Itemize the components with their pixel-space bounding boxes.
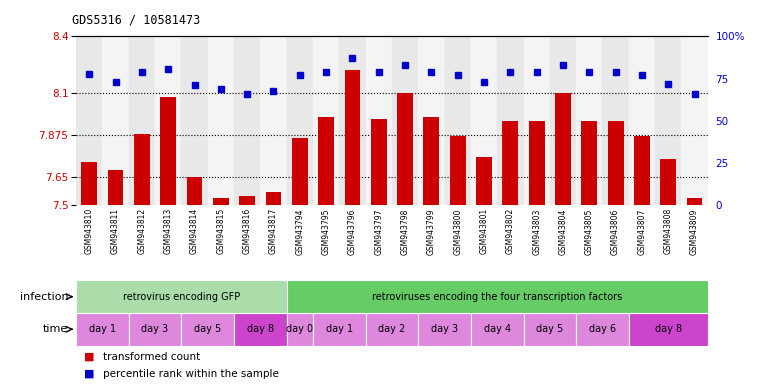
Bar — [313, 313, 365, 346]
Bar — [234, 313, 287, 346]
Text: transformed count: transformed count — [103, 352, 200, 362]
Bar — [365, 36, 392, 205]
Bar — [81, 162, 97, 205]
Bar — [129, 313, 181, 346]
Bar — [287, 36, 313, 205]
Bar — [555, 93, 571, 205]
Bar — [661, 159, 676, 205]
Bar — [497, 36, 524, 205]
Text: day 3: day 3 — [142, 324, 169, 334]
Bar — [581, 121, 597, 205]
Bar — [419, 36, 444, 205]
Bar — [287, 313, 313, 346]
Bar — [549, 36, 576, 205]
Bar — [186, 177, 202, 205]
Bar — [686, 198, 702, 205]
Bar — [260, 36, 287, 205]
Bar — [634, 136, 650, 205]
Bar — [576, 313, 629, 346]
Bar — [444, 36, 471, 205]
Text: GDS5316 / 10581473: GDS5316 / 10581473 — [72, 14, 201, 27]
Bar — [476, 157, 492, 205]
Text: day 1: day 1 — [326, 324, 353, 334]
Bar — [397, 93, 413, 205]
Bar — [208, 36, 234, 205]
Text: ■: ■ — [84, 352, 94, 362]
Bar — [471, 36, 497, 205]
Bar — [345, 70, 361, 205]
Bar — [524, 36, 549, 205]
Bar — [629, 36, 655, 205]
Text: percentile rank within the sample: percentile rank within the sample — [103, 369, 279, 379]
Bar — [108, 170, 123, 205]
Bar — [313, 36, 339, 205]
Text: day 3: day 3 — [431, 324, 458, 334]
Bar — [76, 280, 287, 313]
Bar — [213, 198, 229, 205]
Bar — [287, 280, 708, 313]
Bar — [103, 36, 129, 205]
Bar — [681, 36, 708, 205]
Bar — [608, 121, 623, 205]
Text: retrovirus encoding GFP: retrovirus encoding GFP — [123, 291, 240, 302]
Bar — [392, 36, 419, 205]
Bar — [155, 36, 181, 205]
Bar — [76, 313, 129, 346]
Text: day 4: day 4 — [484, 324, 511, 334]
Bar — [365, 313, 419, 346]
Text: day 0: day 0 — [286, 324, 314, 334]
Text: retroviruses encoding the four transcription factors: retroviruses encoding the four transcrip… — [372, 291, 622, 302]
Bar — [129, 36, 155, 205]
Bar — [266, 192, 282, 205]
Text: day 5: day 5 — [537, 324, 563, 334]
Bar — [292, 138, 307, 205]
Bar — [576, 36, 603, 205]
Bar — [76, 36, 103, 205]
Text: time: time — [43, 324, 68, 334]
Bar — [318, 117, 334, 205]
Text: day 1: day 1 — [89, 324, 116, 334]
Text: day 6: day 6 — [589, 324, 616, 334]
Bar — [450, 136, 466, 205]
Bar — [234, 36, 260, 205]
Bar — [713, 142, 729, 205]
Bar — [181, 313, 234, 346]
Bar — [529, 121, 545, 205]
Text: day 5: day 5 — [194, 324, 221, 334]
Bar — [371, 119, 387, 205]
Bar — [181, 36, 208, 205]
Bar — [134, 134, 150, 205]
Bar — [502, 121, 518, 205]
Bar — [655, 36, 681, 205]
Text: day 8: day 8 — [654, 324, 682, 334]
Bar — [603, 36, 629, 205]
Bar — [423, 117, 439, 205]
Bar — [471, 313, 524, 346]
Text: infection: infection — [20, 291, 68, 302]
Text: ■: ■ — [84, 369, 94, 379]
Bar — [339, 36, 365, 205]
Bar — [629, 313, 708, 346]
Bar — [239, 196, 255, 205]
Bar — [524, 313, 576, 346]
Bar — [419, 313, 471, 346]
Bar — [161, 96, 176, 205]
Text: day 2: day 2 — [378, 324, 406, 334]
Text: day 8: day 8 — [247, 324, 274, 334]
